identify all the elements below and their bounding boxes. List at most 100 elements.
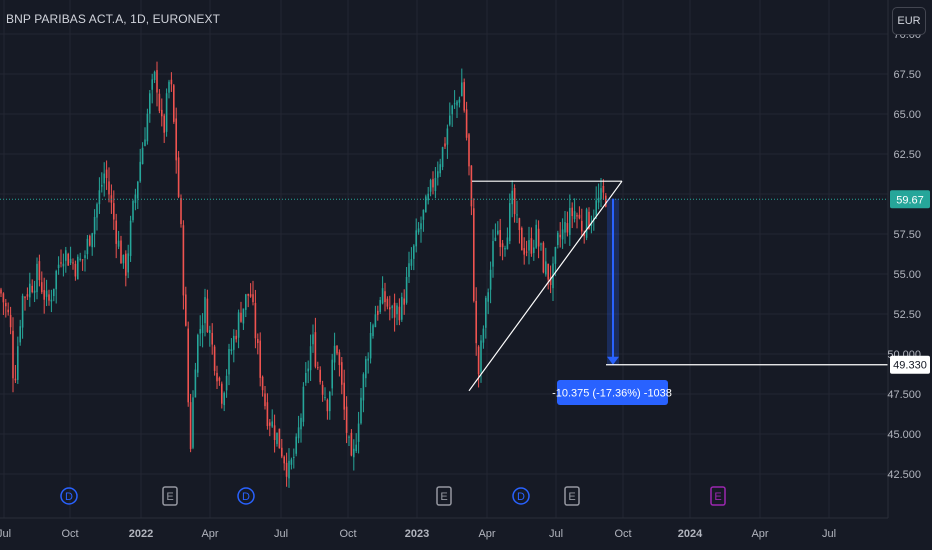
candle-body: [468, 134, 470, 167]
candle-body: [281, 447, 283, 457]
candle-body: [391, 306, 393, 308]
time-axis[interactable]: Jul Oct 2022 Apr Jul Oct 2023 Apr Jul Oct 2024 Apr J…: [0, 517, 888, 540]
candle-body: [17, 346, 19, 380]
earnings-icon: [162, 486, 178, 506]
candle-body: [158, 93, 161, 111]
candle-body: [74, 263, 77, 277]
x-tick-label: Apr: [201, 528, 218, 540]
candle-body: [581, 220, 583, 232]
candle-body: [470, 165, 473, 207]
candle-body: [372, 325, 374, 337]
candle-body: [487, 292, 489, 302]
earnings-marker[interactable]: E: [162, 486, 178, 506]
candle-body: [542, 242, 545, 273]
candle-body: [113, 203, 115, 220]
candle-body: [602, 186, 605, 193]
candle-body: [69, 258, 72, 263]
candle-body: [446, 128, 449, 145]
candle-body: [201, 325, 204, 334]
dividend-marker[interactable]: D: [237, 487, 255, 505]
dividend-marker[interactable]: D: [512, 487, 530, 505]
candle-body: [288, 460, 290, 479]
candle-body: [223, 392, 225, 406]
dividend-marker[interactable]: D: [60, 487, 78, 505]
candle-body: [309, 346, 312, 371]
event-marker-letter: D: [65, 491, 73, 503]
candle-body: [9, 314, 12, 328]
candle-body: [482, 328, 485, 343]
triangle-trend-line[interactable]: [468, 180, 623, 392]
price-axis[interactable]: 42.50045.00047.50050.00052.5055.0057.506…: [887, 0, 930, 518]
candle-body: [528, 240, 530, 251]
candle-body: [269, 422, 271, 426]
candle-body: [317, 367, 319, 369]
earnings-marker[interactable]: E: [564, 486, 580, 506]
triangle-drawing[interactable]: [468, 180, 623, 392]
candle-body: [545, 261, 547, 275]
candle-body: [501, 243, 504, 248]
candle-body: [115, 220, 117, 244]
event-marker-letter: E: [714, 491, 721, 503]
candle-body: [365, 359, 367, 379]
candle-body: [67, 253, 69, 266]
candle-body: [540, 243, 542, 245]
x-tick-label: Apr: [478, 528, 495, 540]
earnings-upcoming-marker[interactable]: E: [710, 486, 726, 506]
target-price-badge: [890, 355, 930, 374]
candle-body: [177, 157, 180, 197]
candle-body: [473, 208, 475, 301]
y-tick-label: 67.50: [893, 69, 921, 81]
candle-body: [506, 237, 509, 250]
candle-body: [41, 282, 43, 293]
candle-body: [197, 334, 199, 373]
candle-body: [240, 312, 242, 322]
candle-body: [410, 259, 413, 266]
candle-body: [249, 294, 252, 297]
candle-body: [379, 300, 381, 312]
candle-body: [65, 250, 67, 261]
candle-body: [343, 382, 345, 410]
candle-body: [564, 222, 566, 233]
candle-body: [194, 369, 197, 398]
y-tick-label: 65.00: [893, 109, 921, 121]
candle-body: [590, 223, 593, 226]
event-marker-letter: E: [440, 491, 447, 503]
candle-body: [600, 188, 602, 200]
candle-body: [444, 143, 446, 147]
candle-body: [338, 352, 341, 366]
candlestick-series: [0, 61, 607, 488]
candle-body: [489, 269, 492, 290]
candle-body: [458, 99, 461, 103]
candle-body: [165, 93, 168, 132]
candle-body: [492, 241, 494, 267]
x-tick-label: Jul: [274, 528, 288, 540]
candle-body: [141, 147, 144, 165]
event-marker-letter: E: [166, 491, 173, 503]
candle-body: [230, 349, 233, 351]
candle-body: [523, 248, 525, 255]
measure-tool[interactable]: -10.375 (-17.36%) -1038: [552, 198, 888, 405]
candle-body: [415, 230, 417, 247]
candle-body: [554, 247, 557, 264]
candle-body: [120, 240, 122, 264]
earnings-marker[interactable]: E: [436, 486, 452, 506]
candle-body: [293, 456, 295, 458]
candle-body: [235, 335, 237, 340]
candle-body: [408, 263, 410, 277]
candle-body: [588, 211, 590, 229]
candle-body: [381, 288, 384, 304]
x-tick-label: Jul: [549, 528, 563, 540]
earnings-icon: [564, 486, 580, 506]
candle-body: [60, 262, 62, 264]
candle-body: [300, 417, 302, 430]
candle-body: [163, 115, 165, 133]
candle-body: [127, 253, 129, 273]
currency-button[interactable]: EUR: [892, 7, 926, 35]
candle-body: [561, 229, 564, 240]
candle-body: [422, 209, 425, 220]
candle-body: [57, 264, 60, 269]
candle-body: [125, 253, 127, 276]
candle-body: [173, 85, 175, 122]
candle-body: [134, 194, 137, 203]
